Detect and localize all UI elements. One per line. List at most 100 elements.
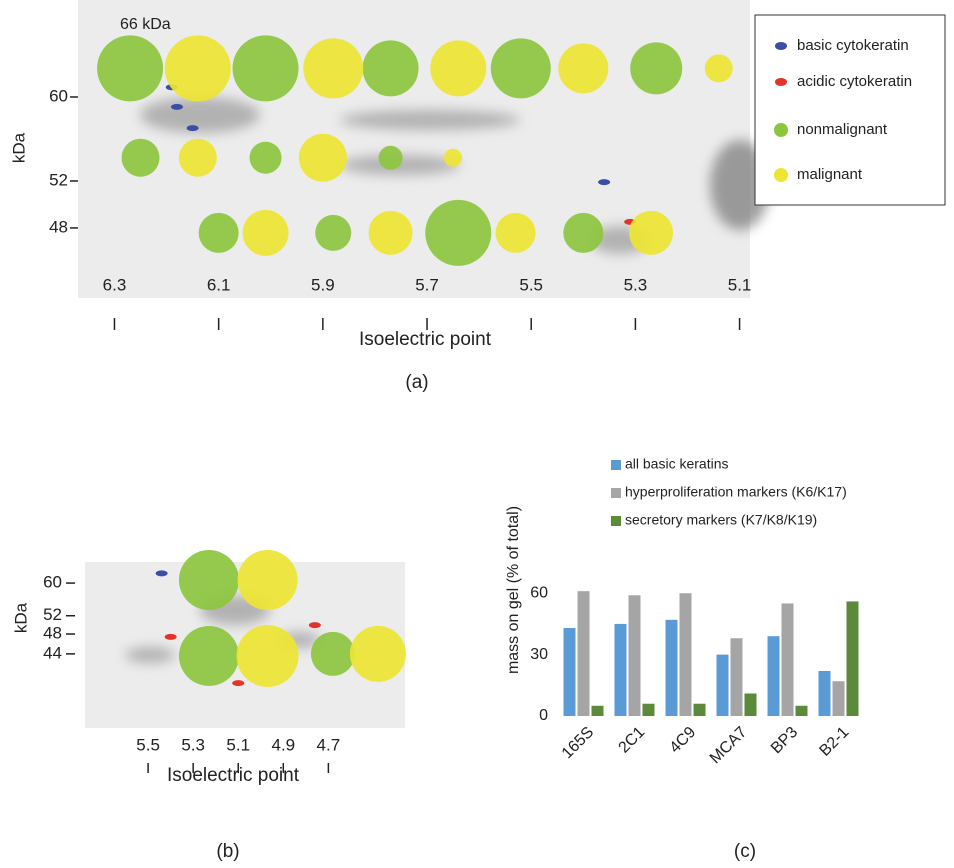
x-tick-label: 5.5	[136, 735, 160, 754]
bar	[745, 693, 757, 716]
x-tick-label: B2-1	[816, 724, 852, 760]
legend-label: hyperproliferation markers (K6/K17)	[625, 484, 847, 500]
y-tick-label: 48	[43, 623, 62, 642]
x-axis-label: Isoelectric point	[359, 329, 492, 350]
bubble	[705, 54, 733, 82]
bubble	[315, 215, 351, 251]
x-tick-label: 5.3	[181, 735, 205, 754]
bubble	[237, 625, 299, 687]
bubble	[122, 139, 160, 177]
legend-marker	[774, 168, 788, 182]
bar	[666, 620, 678, 716]
bubble	[165, 35, 231, 101]
x-tick-label: 6.1	[207, 275, 231, 294]
x-tick-label: 165S	[559, 724, 597, 762]
gel-spot	[156, 570, 168, 576]
page: kDa(a)48526066 kDa6.36.15.95.75.55.35.1I…	[0, 0, 954, 868]
legend-label: acidic cytokeratin	[797, 73, 912, 90]
bar	[768, 636, 780, 716]
bubble	[629, 211, 673, 255]
gel-spot	[598, 179, 610, 185]
x-tick-label: 6.3	[103, 275, 127, 294]
x-tick-label: 5.7	[415, 275, 439, 294]
bubble	[630, 42, 682, 94]
bubble	[379, 146, 403, 170]
bar	[629, 595, 641, 716]
y-tick-label: 52	[43, 605, 62, 624]
x-tick-label: MCA7	[707, 724, 751, 768]
x-tick-label: 5.1	[226, 735, 250, 754]
bar	[833, 681, 845, 716]
x-tick-label: 5.3	[624, 275, 648, 294]
y-tick-label: 52	[49, 170, 68, 189]
panel-label: (c)	[734, 841, 756, 862]
bubble	[243, 210, 289, 256]
legend-marker	[775, 78, 787, 86]
bubble	[496, 213, 536, 253]
legend-label: all basic keratins	[625, 456, 729, 472]
y-tick-label: 30	[530, 646, 548, 663]
gel-spot	[309, 622, 321, 628]
legend-label: malignant	[797, 166, 863, 183]
bar	[731, 638, 743, 716]
x-tick-label: 5.5	[519, 275, 543, 294]
bubble	[299, 134, 347, 182]
bubble	[369, 211, 413, 255]
bar	[680, 593, 692, 716]
x-tick-label: BP3	[768, 724, 801, 757]
bubble	[179, 626, 239, 686]
bar	[782, 603, 794, 716]
gel-spot	[165, 634, 177, 640]
bar	[564, 628, 576, 716]
y-tick-label: 60	[49, 86, 68, 105]
y-axis-label: kDa	[11, 602, 30, 633]
x-tick-label: 4.9	[271, 735, 295, 754]
figure: kDa(a)48526066 kDa6.36.15.95.75.55.35.1I…	[0, 0, 954, 868]
gel-spot	[171, 104, 183, 110]
bubble	[179, 139, 217, 177]
legend-label: nonmalignant	[797, 121, 888, 138]
bubble	[430, 40, 486, 96]
bar	[643, 704, 655, 716]
bar	[578, 591, 590, 716]
bubble	[444, 149, 462, 167]
bubble	[491, 38, 551, 98]
bubble	[179, 550, 239, 610]
bar	[796, 706, 808, 716]
panel-label: (a)	[405, 372, 428, 393]
x-tick-label: 4.7	[317, 735, 341, 754]
x-tick-label: 4C9	[667, 724, 700, 757]
y-axis-label: kDa	[9, 132, 28, 163]
bubble	[97, 35, 163, 101]
bubble	[199, 213, 239, 253]
legend-marker	[611, 488, 621, 498]
bubble	[311, 632, 355, 676]
bubble	[363, 40, 419, 96]
bubble	[350, 626, 406, 682]
bar	[717, 655, 729, 716]
x-tick-label: 5.1	[728, 275, 752, 294]
bubble	[425, 200, 491, 266]
gel-spot	[187, 125, 199, 131]
bubble	[558, 43, 608, 93]
bubble	[233, 35, 299, 101]
annotation: 66 kDa	[120, 16, 171, 33]
bar	[694, 704, 706, 716]
y-tick-label: 0	[539, 707, 548, 724]
legend-marker	[611, 516, 621, 526]
bubble	[238, 550, 298, 610]
y-tick-label: 60	[43, 573, 62, 592]
y-axis-label: mass on gel (% of total)	[505, 506, 522, 674]
legend-label: basic cytokeratin	[797, 37, 909, 54]
bar	[847, 601, 859, 716]
legend-marker	[775, 42, 787, 50]
bubble	[250, 142, 282, 174]
bar	[615, 624, 627, 716]
legend-marker	[774, 123, 788, 137]
legend-marker	[611, 460, 621, 470]
legend-label: secretory markers (K7/K8/K19)	[625, 512, 817, 528]
bubble	[303, 38, 363, 98]
bar	[592, 706, 604, 716]
y-tick-label: 44	[43, 643, 62, 662]
bar	[819, 671, 831, 716]
